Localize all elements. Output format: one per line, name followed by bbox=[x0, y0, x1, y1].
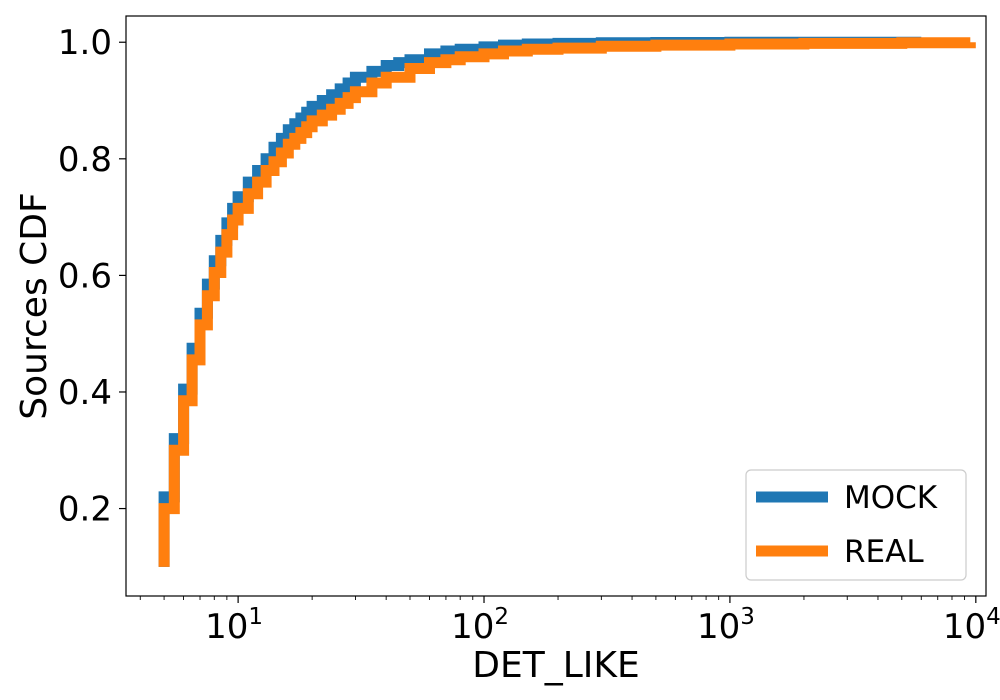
y-tick-label: 1.0 bbox=[58, 23, 112, 63]
x-tick-exponent: 4 bbox=[986, 604, 1000, 630]
x-tick-exponent: 2 bbox=[494, 604, 509, 630]
y-tick-label: 0.8 bbox=[58, 140, 112, 180]
y-tick-label: 0.6 bbox=[58, 256, 112, 296]
x-tick-exponent: 3 bbox=[740, 604, 755, 630]
y-tick-label: 0.4 bbox=[58, 373, 112, 413]
x-tick-exponent: 1 bbox=[248, 604, 263, 630]
y-axis: 0.2 0.4 0.6 0.8 1.0 bbox=[58, 23, 126, 530]
series-line-real bbox=[158, 37, 976, 567]
y-tick-label: 0.2 bbox=[58, 490, 112, 530]
plot-area-frame bbox=[125, 15, 987, 597]
y-axis-title: Sources CDF bbox=[14, 192, 55, 419]
series-layer bbox=[158, 36, 976, 567]
legend: MOCK REAL bbox=[745, 469, 967, 581]
legend-label-real: REAL bbox=[844, 534, 924, 570]
legend-label-mock: MOCK bbox=[844, 480, 938, 516]
x-axis-title: DET_LIKE bbox=[472, 645, 639, 686]
